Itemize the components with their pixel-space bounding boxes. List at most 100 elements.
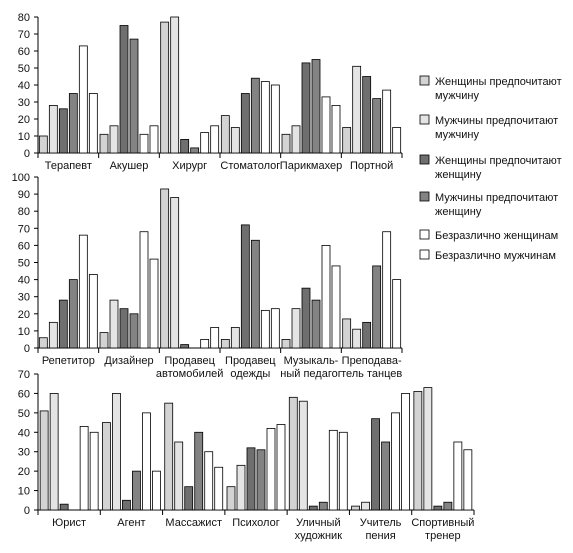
bar [170, 16, 180, 154]
bar [119, 25, 129, 154]
x-category-label: тель танцев [341, 368, 402, 380]
bar [230, 127, 240, 154]
x-category-label: Психолог [232, 517, 279, 529]
bar [214, 466, 224, 511]
y-tick-label: 70 [18, 223, 30, 235]
bar [210, 125, 220, 154]
legend-swatch [419, 191, 430, 202]
bar [453, 441, 463, 511]
y-tick-label: 30 [18, 97, 30, 109]
bar [361, 501, 370, 511]
y-tick-label: 30 [18, 447, 30, 459]
bar [301, 287, 311, 349]
bar [58, 108, 68, 154]
bar [301, 62, 311, 154]
y-tick-label: 10 [18, 131, 30, 143]
legend-label: Безразлично женщинам [435, 230, 558, 242]
bar [89, 431, 99, 511]
bar [236, 464, 246, 511]
legend-label: мужчину [435, 129, 479, 141]
legend-label: женщину [435, 169, 482, 181]
legend-swatch [419, 75, 430, 86]
x-category-label: Портной [350, 160, 393, 172]
x-category-label: Продавец [164, 355, 215, 367]
x-category-label: Юрист [52, 517, 86, 529]
bar [256, 449, 266, 511]
legend-swatch [419, 154, 430, 165]
bar [392, 127, 402, 154]
bar [39, 410, 49, 511]
bar [311, 299, 321, 349]
bar [266, 427, 276, 511]
bar [38, 337, 48, 349]
y-tick-label: 50 [18, 258, 30, 270]
bar [129, 38, 139, 154]
bar [321, 244, 331, 349]
y-tick-label: 0 [24, 343, 30, 355]
bar [281, 339, 291, 349]
bar [270, 84, 280, 154]
legend-label: Женщины предпочитают [435, 155, 562, 167]
bar [119, 308, 129, 349]
bar [129, 313, 139, 349]
bar [362, 76, 372, 154]
y-tick-label: 50 [18, 63, 30, 75]
y-tick-label: 40 [18, 275, 30, 287]
bar [423, 387, 433, 511]
bar [184, 486, 194, 511]
bar [220, 339, 230, 349]
bar [68, 279, 78, 349]
legend-swatch [419, 249, 430, 260]
y-tick-label: 10 [18, 486, 30, 498]
bar [382, 231, 392, 349]
y-tick-label: 10 [18, 326, 30, 338]
bar [99, 133, 109, 154]
y-tick-label: 40 [18, 80, 30, 92]
bar [260, 81, 270, 154]
legend-label: Мужчины предпочитают [435, 192, 558, 204]
bar [240, 93, 250, 154]
bar [122, 499, 131, 511]
bar [391, 412, 400, 511]
x-category-label: Продавец [225, 355, 276, 367]
bar [190, 147, 200, 154]
x-category-label: Агент [117, 517, 145, 529]
bar [331, 265, 341, 349]
x-category-label: одежды [230, 368, 270, 380]
bar [88, 93, 98, 154]
legend-label: Мужчины предпочитают [435, 115, 558, 127]
y-tick-label: 0 [24, 505, 30, 517]
bar [351, 505, 360, 511]
bar [180, 344, 190, 349]
bar [38, 135, 48, 154]
bar [109, 125, 119, 154]
bar [260, 309, 270, 349]
x-category-label: Акушер [110, 160, 149, 172]
bar [204, 451, 214, 511]
bar [200, 132, 210, 154]
bar [311, 59, 321, 154]
bar [331, 105, 341, 154]
bar [99, 332, 109, 349]
x-category-label: Преподава- [342, 355, 402, 367]
bar [308, 505, 318, 511]
bar [250, 239, 260, 349]
bar [210, 327, 220, 349]
bar [392, 279, 402, 349]
bar [79, 426, 89, 511]
legend-swatch [419, 114, 430, 125]
bar [152, 470, 161, 511]
y-tick-label: 80 [18, 206, 30, 218]
bar [200, 339, 210, 349]
x-category-label: Терапевт [45, 160, 92, 172]
bar [413, 391, 423, 511]
bar [149, 125, 159, 154]
x-category-label: Музыкаль- [284, 355, 339, 367]
bar [78, 234, 88, 349]
bar [433, 505, 443, 511]
x-category-label: тренер [425, 530, 461, 542]
x-category-label: Дизайнер [104, 355, 153, 367]
y-tick-label: 40 [18, 427, 30, 439]
bar [352, 328, 362, 349]
